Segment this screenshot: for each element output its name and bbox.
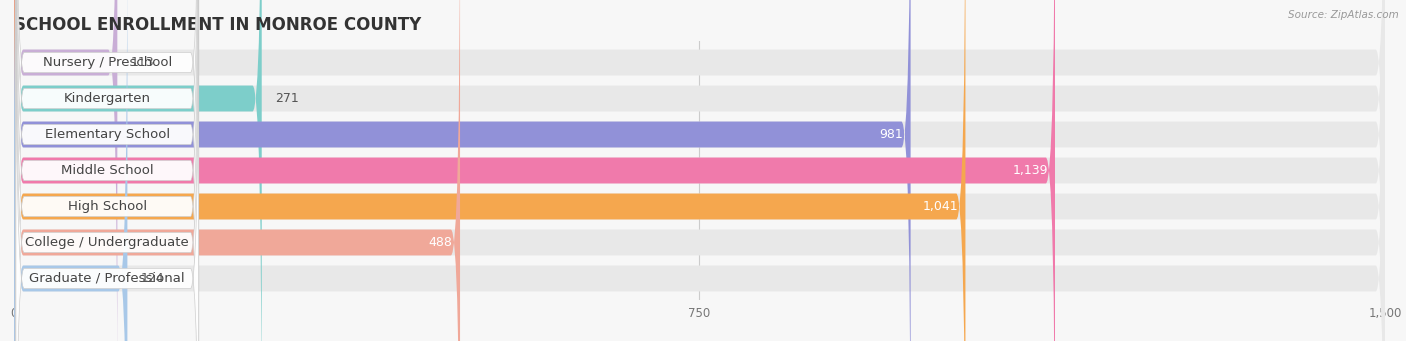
FancyBboxPatch shape xyxy=(14,0,1385,341)
Text: High School: High School xyxy=(67,200,146,213)
FancyBboxPatch shape xyxy=(14,0,1385,341)
Text: Middle School: Middle School xyxy=(60,164,153,177)
Text: 271: 271 xyxy=(276,92,299,105)
Text: 488: 488 xyxy=(429,236,453,249)
FancyBboxPatch shape xyxy=(14,0,911,341)
FancyBboxPatch shape xyxy=(15,0,198,341)
FancyBboxPatch shape xyxy=(15,0,198,341)
Text: College / Undergraduate: College / Undergraduate xyxy=(25,236,190,249)
FancyBboxPatch shape xyxy=(15,0,198,341)
Text: 1,139: 1,139 xyxy=(1012,164,1047,177)
Text: SCHOOL ENROLLMENT IN MONROE COUNTY: SCHOOL ENROLLMENT IN MONROE COUNTY xyxy=(14,16,422,34)
FancyBboxPatch shape xyxy=(14,0,966,341)
FancyBboxPatch shape xyxy=(14,0,1385,341)
FancyBboxPatch shape xyxy=(14,0,460,341)
FancyBboxPatch shape xyxy=(14,0,262,341)
FancyBboxPatch shape xyxy=(14,0,1054,341)
FancyBboxPatch shape xyxy=(14,0,1385,341)
Text: Nursery / Preschool: Nursery / Preschool xyxy=(42,56,172,69)
Text: 113: 113 xyxy=(131,56,155,69)
FancyBboxPatch shape xyxy=(14,0,1385,341)
FancyBboxPatch shape xyxy=(15,0,198,341)
FancyBboxPatch shape xyxy=(14,0,1385,341)
Text: 981: 981 xyxy=(880,128,903,141)
FancyBboxPatch shape xyxy=(14,0,128,341)
Text: Graduate / Professional: Graduate / Professional xyxy=(30,272,186,285)
Text: Source: ZipAtlas.com: Source: ZipAtlas.com xyxy=(1288,10,1399,20)
Text: Elementary School: Elementary School xyxy=(45,128,170,141)
FancyBboxPatch shape xyxy=(14,0,1385,341)
Text: Kindergarten: Kindergarten xyxy=(63,92,150,105)
FancyBboxPatch shape xyxy=(14,0,117,341)
Text: 124: 124 xyxy=(141,272,165,285)
Text: 1,041: 1,041 xyxy=(922,200,957,213)
FancyBboxPatch shape xyxy=(15,0,198,341)
FancyBboxPatch shape xyxy=(15,0,198,341)
FancyBboxPatch shape xyxy=(15,0,198,341)
